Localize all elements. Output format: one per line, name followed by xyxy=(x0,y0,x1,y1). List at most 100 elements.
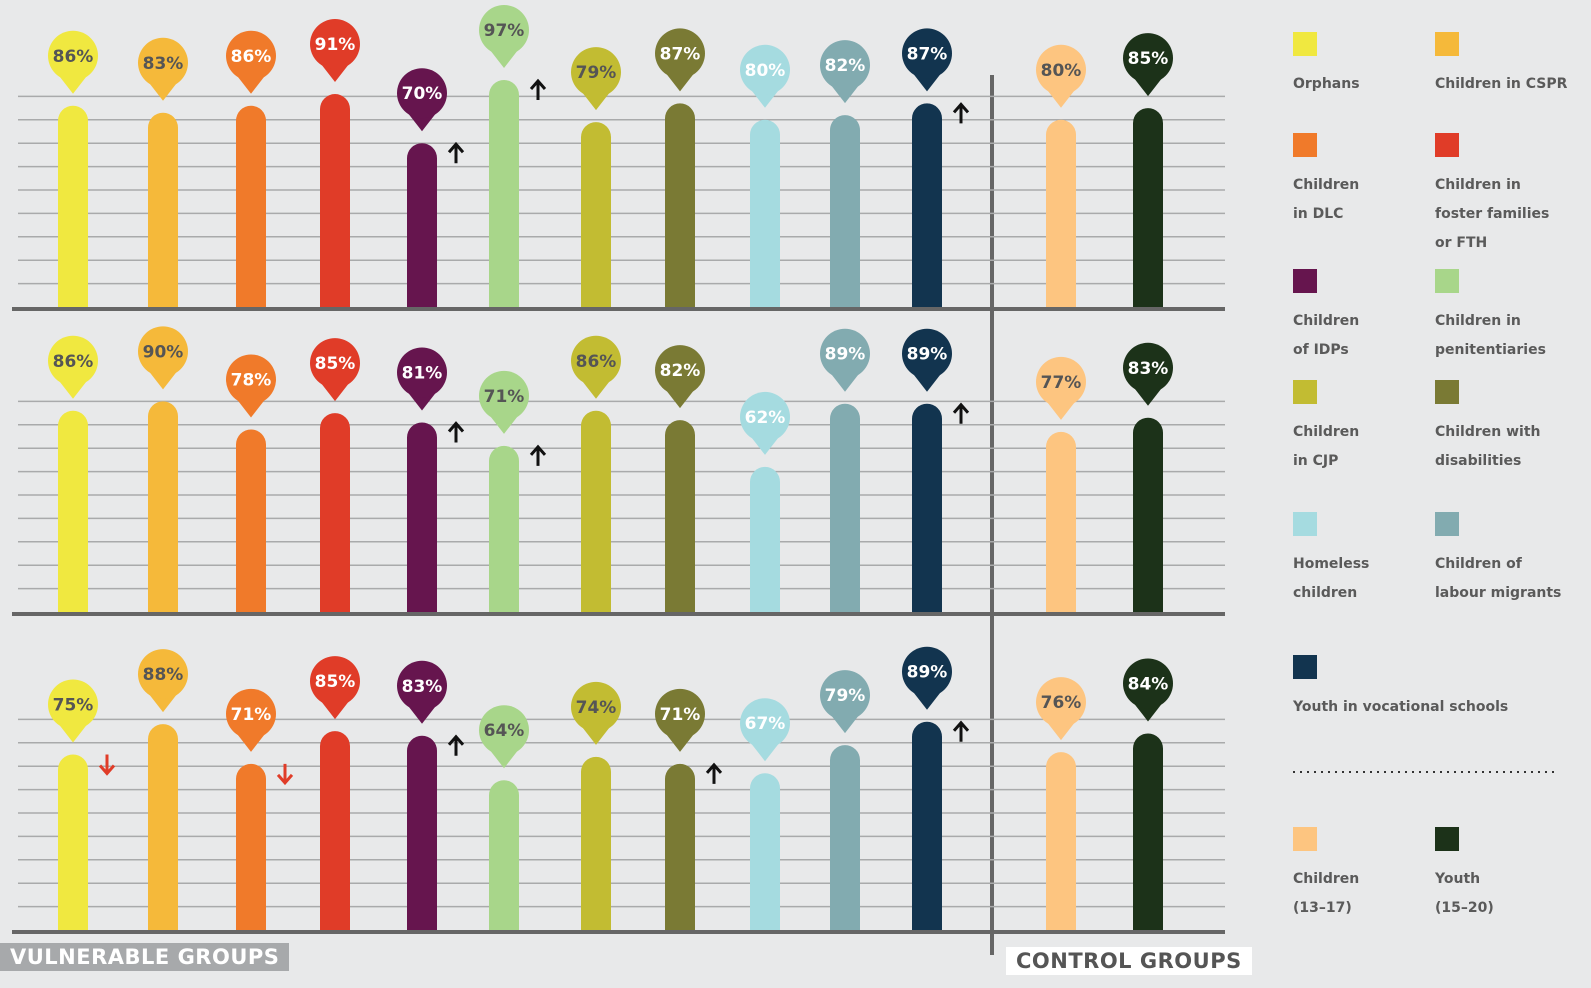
bar xyxy=(830,403,860,612)
value-label: 62% xyxy=(745,408,786,428)
label-bubble xyxy=(321,383,349,402)
label-bubble xyxy=(655,345,705,396)
bar xyxy=(1046,119,1076,307)
label-bubble xyxy=(666,73,694,92)
legend-swatch xyxy=(1435,32,1459,56)
label-bubble xyxy=(1047,401,1075,420)
value-label: 76% xyxy=(1041,693,1082,713)
value-label: 71% xyxy=(231,705,272,725)
bar xyxy=(830,115,860,307)
label-bubble xyxy=(913,73,941,92)
bar xyxy=(320,731,350,930)
legend-label: Children with disabilities xyxy=(1435,424,1541,469)
label-bubble xyxy=(751,743,779,762)
label-bubble xyxy=(237,399,265,418)
label-bubble xyxy=(831,715,859,734)
value-label: 86% xyxy=(53,47,94,67)
bar xyxy=(750,773,780,930)
bar xyxy=(489,780,519,930)
group-label: CONTROL GROUPS xyxy=(1006,947,1252,975)
value-label: 85% xyxy=(315,672,356,692)
label-bubble xyxy=(479,5,529,56)
bar xyxy=(320,94,350,308)
bar xyxy=(148,112,178,308)
label-bubble xyxy=(310,19,360,70)
label-bubble xyxy=(397,68,447,119)
value-label: 85% xyxy=(1128,49,1169,69)
legend-swatch xyxy=(1435,133,1459,157)
trend-arrow xyxy=(705,762,723,784)
label-bubble xyxy=(48,335,98,386)
bar xyxy=(148,724,178,930)
label-bubble xyxy=(751,89,779,108)
bar xyxy=(1133,417,1163,612)
label-bubble xyxy=(740,698,790,749)
label-bubble xyxy=(1134,78,1162,97)
label-bubble xyxy=(479,705,529,756)
label-bubble xyxy=(1047,89,1075,108)
legend-label: Children in penitentiaries xyxy=(1435,313,1546,358)
bar xyxy=(407,735,437,930)
label-bubble xyxy=(1134,703,1162,722)
bar xyxy=(320,413,350,612)
trend-arrow xyxy=(529,78,547,101)
bar xyxy=(236,763,266,930)
label-bubble xyxy=(149,82,177,101)
label-bubble xyxy=(321,64,349,83)
label-bubble xyxy=(408,392,436,411)
value-label: 83% xyxy=(402,677,443,697)
value-label: 85% xyxy=(315,354,356,374)
label-bubble xyxy=(408,705,436,724)
legend-swatch xyxy=(1435,512,1459,536)
value-label: 86% xyxy=(53,352,94,372)
legend-label: Youth (15–20) xyxy=(1435,871,1494,916)
value-label: 90% xyxy=(143,342,184,362)
label-bubble xyxy=(820,670,870,721)
label-bubble xyxy=(740,391,790,442)
bar xyxy=(407,422,437,612)
trend-arrow xyxy=(447,421,465,443)
bar xyxy=(1046,752,1076,930)
label-bubble xyxy=(571,47,621,98)
group-label: VULNERABLE GROUPS xyxy=(0,943,290,971)
value-label: 97% xyxy=(484,21,525,41)
label-bubble xyxy=(138,37,188,88)
value-label: 87% xyxy=(907,44,948,64)
value-label: 82% xyxy=(660,361,701,381)
label-bubble xyxy=(751,436,779,455)
trend-arrow xyxy=(447,734,465,756)
label-bubble xyxy=(1047,722,1075,741)
legend-label: Children of IDPs xyxy=(1293,313,1360,358)
value-label: 81% xyxy=(402,363,443,383)
value-label: 74% xyxy=(576,698,617,718)
bar xyxy=(750,466,780,612)
trend-arrow xyxy=(529,444,547,466)
legend-label: Children in foster families or FTH xyxy=(1435,177,1550,251)
label-bubble xyxy=(1134,387,1162,406)
label-bubble xyxy=(48,679,98,730)
legend-swatch xyxy=(1293,133,1317,157)
bar xyxy=(912,103,942,307)
bar xyxy=(407,143,437,307)
value-label: 78% xyxy=(231,370,272,390)
bar xyxy=(236,429,266,612)
label-bubble xyxy=(149,694,177,713)
legend-swatch xyxy=(1435,827,1459,851)
bar xyxy=(489,80,519,307)
trend-arrow xyxy=(952,720,970,742)
label-bubble xyxy=(902,646,952,697)
label-bubble xyxy=(138,326,188,377)
value-label: 84% xyxy=(1128,674,1169,694)
trend-arrow xyxy=(952,102,970,124)
label-bubble xyxy=(571,681,621,732)
label-bubble xyxy=(1036,44,1086,95)
value-label: 79% xyxy=(576,63,617,83)
value-label: 80% xyxy=(1041,61,1082,81)
label-bubble xyxy=(397,660,447,711)
legend-swatch xyxy=(1435,380,1459,404)
label-bubble xyxy=(1123,33,1173,84)
value-label: 86% xyxy=(576,352,617,372)
label-bubble xyxy=(902,28,952,79)
legend-label: Homeless children xyxy=(1293,556,1370,601)
label-bubble xyxy=(582,726,610,745)
